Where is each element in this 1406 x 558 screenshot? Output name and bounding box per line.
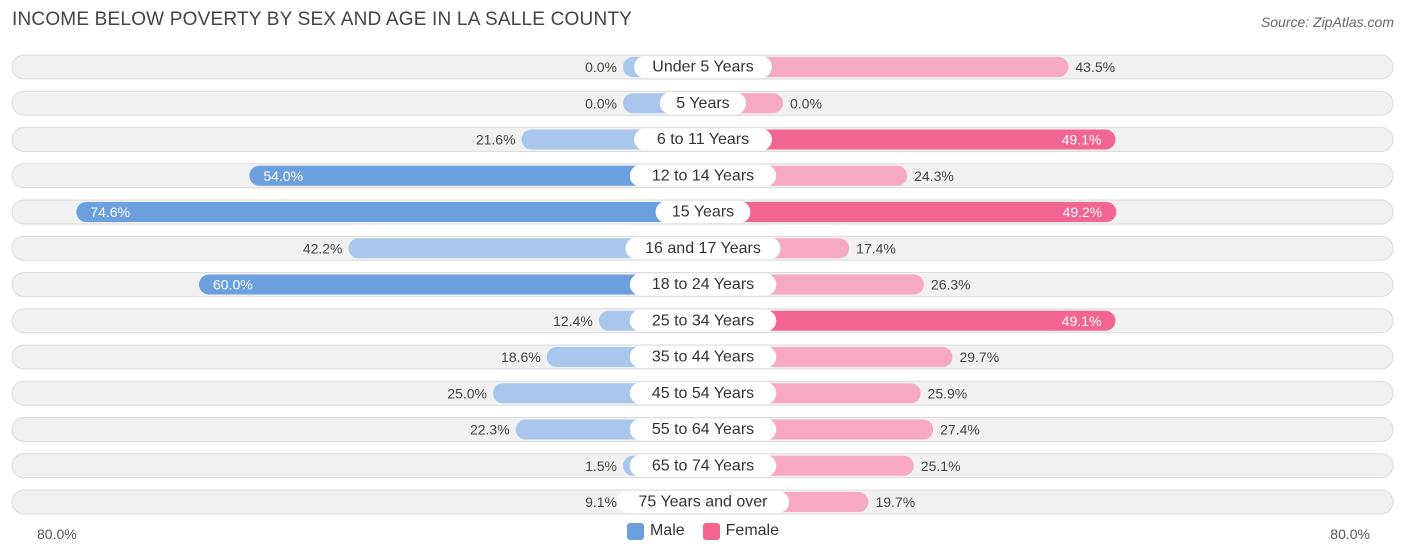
male-value-label: 0.0% xyxy=(585,59,617,75)
chart-canvas: 0.0% 43.5% Under 5 Years 0.0% 0.0% 5 Years 21.… xyxy=(11,54,1394,515)
legend-male[interactable]: Male xyxy=(626,522,685,540)
category-pill xyxy=(629,454,777,477)
female-value-label: 49.2% xyxy=(1063,204,1103,220)
female-value-label: 29.7% xyxy=(959,349,999,365)
axis-right-label: 80.0% xyxy=(1330,526,1370,542)
category-pill xyxy=(625,237,781,260)
female-value-label: 24.3% xyxy=(914,168,954,184)
category-label: Under 5 Years xyxy=(652,59,753,76)
male-bar xyxy=(76,202,704,222)
male-value-label: 54.0% xyxy=(263,168,303,184)
category-pill xyxy=(629,164,777,187)
axis-left-label: 80.0% xyxy=(37,526,77,542)
category-label: 6 to 11 Years xyxy=(657,131,749,148)
male-value-label: 25.0% xyxy=(447,385,487,401)
female-bar xyxy=(703,57,1069,77)
category-label: 65 to 74 Years xyxy=(652,457,754,474)
female-bar xyxy=(703,202,1117,222)
male-bar xyxy=(348,238,703,259)
legend-female-label: Female xyxy=(725,522,780,539)
category-label: 25 to 34 Years xyxy=(652,312,754,329)
category-label: 5 Years xyxy=(676,95,729,112)
category-label: 18 to 24 Years xyxy=(652,276,754,293)
female-value-label: 25.1% xyxy=(921,458,961,474)
category-label: 15 Years xyxy=(672,204,734,221)
male-value-label: 74.6% xyxy=(90,204,130,220)
legend-female-swatch xyxy=(702,522,720,540)
male-value-label: 12.4% xyxy=(553,313,593,329)
female-value-label: 49.1% xyxy=(1062,313,1102,329)
male-value-label: 1.5% xyxy=(585,458,617,474)
category-pill xyxy=(629,273,777,296)
source-credit: Source: ZipAtlas.com xyxy=(1260,14,1394,30)
male-value-label: 21.6% xyxy=(476,132,516,148)
female-value-label: 0.0% xyxy=(790,95,822,111)
male-value-label: 0.0% xyxy=(585,95,617,111)
female-value-label: 49.1% xyxy=(1062,132,1102,148)
male-bar xyxy=(199,274,703,295)
male-bar xyxy=(249,165,703,186)
category-pill xyxy=(634,128,772,151)
category-pill xyxy=(634,56,772,78)
male-value-label: 60.0% xyxy=(213,277,253,293)
male-value-label: 22.3% xyxy=(470,422,510,438)
legend-male-label: Male xyxy=(649,522,685,539)
female-value-label: 27.4% xyxy=(940,422,980,438)
male-value-label: 9.1% xyxy=(585,494,617,510)
category-pill xyxy=(659,92,747,115)
category-label: 75 Years and over xyxy=(639,494,769,511)
female-bar xyxy=(703,310,1116,331)
category-label: 12 to 14 Years xyxy=(652,167,754,184)
female-value-label: 26.3% xyxy=(931,277,971,293)
category-pill xyxy=(629,382,777,405)
category-pill xyxy=(616,491,790,513)
male-value-label: 42.2% xyxy=(303,240,343,256)
category-label: 45 to 54 Years xyxy=(652,385,754,402)
chart-title: INCOME BELOW POVERTY BY SEX AND AGE IN L… xyxy=(12,9,633,30)
female-value-label: 25.9% xyxy=(928,385,968,401)
category-label: 55 to 64 Years xyxy=(652,421,754,438)
category-pill xyxy=(655,201,751,223)
female-value-label: 19.7% xyxy=(875,494,915,510)
female-value-label: 17.4% xyxy=(856,240,896,256)
female-bar xyxy=(703,129,1116,150)
legend: Male Female xyxy=(0,522,1406,540)
female-value-label: 43.5% xyxy=(1075,59,1115,75)
category-pill xyxy=(629,418,777,441)
legend-male-swatch xyxy=(626,522,644,540)
category-pill xyxy=(629,346,777,368)
legend-female[interactable]: Female xyxy=(702,522,780,540)
male-value-label: 18.6% xyxy=(501,349,541,365)
category-pill xyxy=(629,309,777,332)
category-label: 16 and 17 Years xyxy=(645,240,761,257)
category-label: 35 to 44 Years xyxy=(652,349,754,366)
